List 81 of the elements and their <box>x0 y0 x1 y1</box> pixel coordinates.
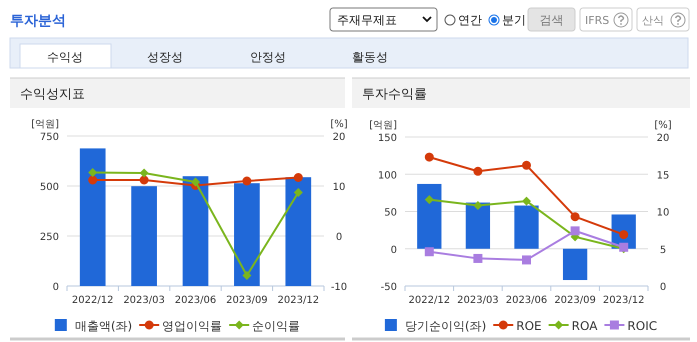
x-tick-label: 2023/09 <box>226 295 268 306</box>
point <box>140 168 149 178</box>
y-tick-label: 0 <box>390 244 397 256</box>
legend-label: ROIC <box>627 319 658 333</box>
legend-label: 매출액(좌) <box>74 319 132 333</box>
point <box>424 152 434 162</box>
y-tick-label: 100 <box>378 170 397 182</box>
point <box>191 178 200 186</box>
text: 성장성 <box>147 50 183 64</box>
point <box>473 254 482 263</box>
y2-tick-label: 10 <box>332 182 346 193</box>
point <box>522 196 531 206</box>
text: 연간 <box>458 13 482 27</box>
point <box>294 173 303 182</box>
text: 투자분석 <box>10 13 66 29</box>
text: 주재무제표 <box>337 13 397 27</box>
x-tick-label: 2023/06 <box>506 295 548 306</box>
x-tick-label: 2023/03 <box>457 295 499 306</box>
y-axis-title: [억원] <box>31 119 60 130</box>
y2-tick-label: 20 <box>656 133 670 144</box>
y2-tick-label: 0 <box>660 282 666 293</box>
point <box>570 212 580 222</box>
y2-tick-label: 0 <box>336 232 342 243</box>
point <box>88 168 98 177</box>
point <box>140 176 149 184</box>
y-tick-label: 750 <box>40 132 59 143</box>
y-tick-label: 500 <box>40 182 59 193</box>
chart-title: 수익성지표 <box>20 87 85 102</box>
x-tick-label: 2023/03 <box>123 295 165 306</box>
y-tick-label: 0 <box>52 282 59 293</box>
bar <box>466 202 490 249</box>
bar <box>285 177 312 286</box>
bar <box>131 186 157 286</box>
x-tick-label: 2023/06 <box>174 295 216 306</box>
bar <box>417 184 442 249</box>
text: 수익성 <box>47 50 83 64</box>
x-tick-label: 2023/09 <box>554 295 596 306</box>
x-tick-label: 2022/12 <box>72 295 114 306</box>
text: 안정성 <box>250 50 286 64</box>
point <box>294 188 303 197</box>
y-tick-label: 50 <box>384 208 397 218</box>
bar <box>80 148 106 286</box>
legend-label: 당기순이익(좌) <box>404 319 486 333</box>
point <box>424 195 434 204</box>
legend-label: ROE <box>516 319 542 333</box>
y2-tick-label: 5 <box>660 244 666 256</box>
text: 분기 <box>502 13 526 27</box>
y2-tick-label: 15 <box>656 170 670 182</box>
text: 활동성 <box>352 50 388 64</box>
x-tick-label: 2023/12 <box>278 295 320 306</box>
y2-axis-title: [%] <box>330 119 348 130</box>
legend-label: ROA <box>572 319 598 333</box>
y-tick-label: 150 <box>378 133 397 144</box>
y-tick-label: -50 <box>380 282 397 293</box>
y-tick-label: 250 <box>40 232 59 243</box>
y-axis-title: [억원] <box>369 120 398 131</box>
bar <box>514 206 539 249</box>
legend-label: 순이익률 <box>252 319 300 333</box>
y2-axis-title: [%] <box>654 120 672 131</box>
bar <box>562 248 588 280</box>
point <box>242 271 252 280</box>
point <box>473 166 482 176</box>
chart-title: 투자수익률 <box>362 87 427 102</box>
point <box>570 226 580 236</box>
text: 검색 <box>540 13 564 27</box>
bar <box>182 176 208 286</box>
point <box>522 255 531 264</box>
point <box>424 247 434 256</box>
point <box>473 201 482 210</box>
y2-tick-label: -10 <box>330 282 348 293</box>
y2-tick-label: 20 <box>332 132 346 143</box>
y2-tick-label: 10 <box>656 208 670 218</box>
text: 산식 <box>642 14 664 27</box>
legend-label: 영업이익률 <box>162 319 222 333</box>
point <box>522 160 531 170</box>
point <box>242 176 252 186</box>
x-tick-label: 2023/12 <box>602 295 644 306</box>
bar <box>234 183 260 286</box>
text: IFRS <box>585 14 610 27</box>
point <box>88 176 98 184</box>
x-tick-label: 2022/12 <box>408 295 450 306</box>
